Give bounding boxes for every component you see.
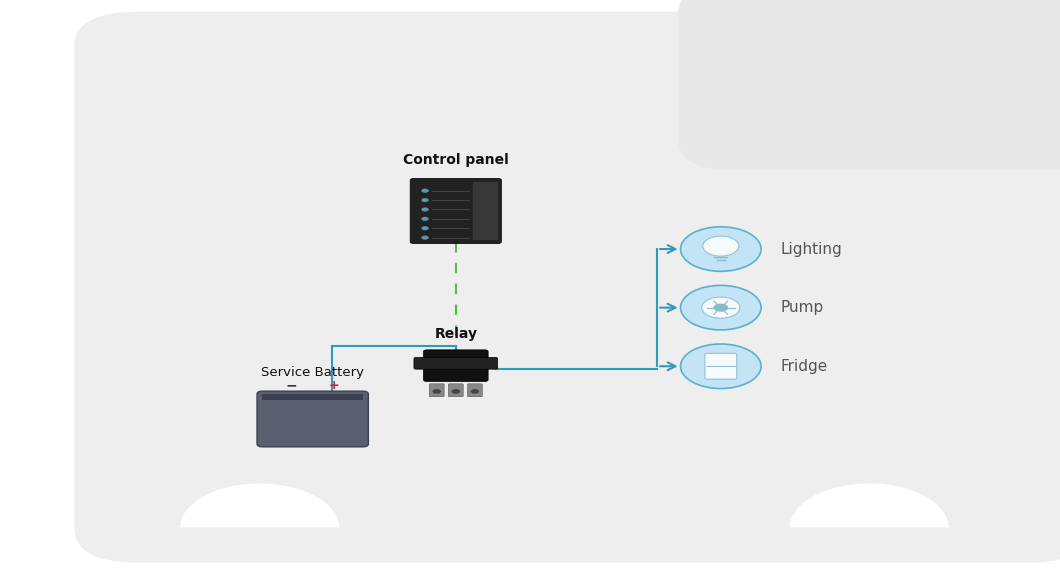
FancyBboxPatch shape — [429, 384, 444, 397]
FancyBboxPatch shape — [423, 350, 488, 381]
Circle shape — [421, 226, 428, 230]
FancyBboxPatch shape — [678, 0, 1060, 170]
Text: −: − — [286, 379, 297, 393]
FancyBboxPatch shape — [473, 182, 498, 240]
Text: Control panel: Control panel — [403, 153, 509, 166]
Wedge shape — [180, 483, 339, 527]
FancyBboxPatch shape — [74, 12, 1060, 563]
Circle shape — [452, 389, 460, 394]
Wedge shape — [790, 483, 949, 527]
FancyBboxPatch shape — [448, 384, 463, 397]
Circle shape — [421, 207, 428, 212]
FancyBboxPatch shape — [705, 353, 737, 379]
Circle shape — [421, 189, 428, 193]
Text: +: + — [329, 379, 339, 393]
Text: Fridge: Fridge — [780, 359, 828, 374]
Text: Lighting: Lighting — [780, 241, 842, 257]
Circle shape — [702, 297, 740, 318]
FancyBboxPatch shape — [410, 178, 501, 244]
Text: Service Battery: Service Battery — [261, 366, 365, 379]
Circle shape — [681, 285, 761, 330]
Circle shape — [421, 217, 428, 221]
Circle shape — [681, 344, 761, 389]
Text: Pump: Pump — [780, 300, 824, 315]
Circle shape — [703, 236, 739, 256]
FancyBboxPatch shape — [258, 391, 369, 447]
Circle shape — [432, 389, 441, 394]
FancyBboxPatch shape — [413, 357, 498, 369]
FancyBboxPatch shape — [467, 384, 482, 397]
Circle shape — [471, 389, 479, 394]
FancyBboxPatch shape — [263, 394, 363, 400]
Circle shape — [681, 227, 761, 271]
Circle shape — [421, 236, 428, 240]
Circle shape — [421, 198, 428, 202]
Circle shape — [713, 304, 728, 312]
Text: Relay: Relay — [435, 327, 477, 341]
